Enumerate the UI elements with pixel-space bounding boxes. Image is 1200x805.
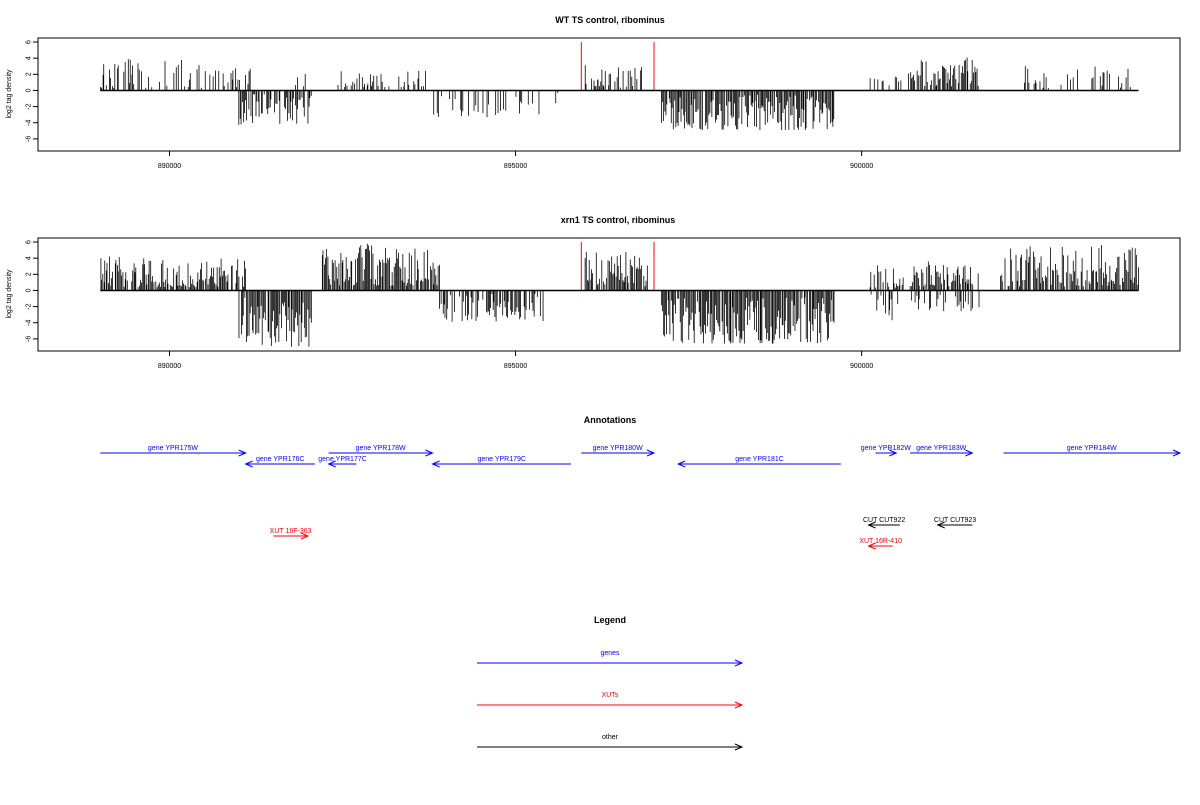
wt-signal-bars xyxy=(100,42,1139,130)
wt-x-tick-label: 895000 xyxy=(504,163,527,170)
annotation-features: gene YPR175W gene YPR176C gene YPR177C gene… xyxy=(100,445,1182,550)
annotation-arrow-head xyxy=(1172,449,1182,457)
annotation-arrow-head xyxy=(238,449,247,457)
annotation-label: CUT CUT923 xyxy=(934,517,976,524)
xrn1-y-tick-label: 4 xyxy=(26,256,33,260)
wt-plot-frame xyxy=(37,37,1181,152)
annotation-feature: gene YPR183W xyxy=(910,445,974,457)
annotation-arrow-head xyxy=(646,449,656,457)
annotation-label: CUT CUT922 xyxy=(863,517,905,524)
annotation-label: gene YPR180W xyxy=(593,445,643,452)
annotation-label: gene YPR182W xyxy=(861,445,911,452)
xrn1-y-tick-label: -2 xyxy=(26,303,33,309)
wt-track-title: WT TS control, ribominus xyxy=(555,15,665,25)
annotation-label: gene YPR175W xyxy=(148,445,198,452)
legend-arrow-head xyxy=(734,743,744,751)
annotation-feature: gene YPR182W xyxy=(861,445,911,457)
annotations-title: Annotations xyxy=(584,415,637,425)
legend-item: genes xyxy=(477,650,744,667)
legend-item: other xyxy=(477,734,744,751)
xrn1-y-tick-label: 6 xyxy=(26,240,33,244)
annotation-feature: gene YPR180W xyxy=(581,445,656,457)
xrn1-x-tick-label: 900000 xyxy=(850,363,873,370)
legend-label: genes xyxy=(600,650,620,657)
annotation-feature: gene YPR176C xyxy=(244,456,315,468)
annotation-label: XUT 16R-410 xyxy=(859,538,902,545)
annotation-arrow-head xyxy=(676,460,686,468)
annotation-feature: CUT CUT923 xyxy=(934,517,976,529)
annotation-feature: gene YPR178W xyxy=(328,445,434,457)
xrn1-plot-frame xyxy=(37,237,1181,352)
wt-y-tick-label: 6 xyxy=(26,40,33,44)
annotation-feature: gene YPR179C xyxy=(431,456,571,468)
annotation-feature: gene YPR177C xyxy=(318,456,367,468)
xrn1-y-tick-label: -4 xyxy=(26,320,33,326)
wt-y-tick-label: -6 xyxy=(26,136,33,142)
xrn1-x-tick-label: 895000 xyxy=(504,363,527,370)
annotation-feature: gene YPR184W xyxy=(1003,445,1182,457)
annotation-arrow-head xyxy=(431,460,440,468)
annotation-label: gene YPR179C xyxy=(477,456,526,463)
wt-track-ylabel: log2 tag density xyxy=(6,69,13,119)
annotation-arrow-head xyxy=(425,449,434,457)
legend-items: genes XUTs other xyxy=(477,650,744,751)
legend-panel: Legend genes XUTs other xyxy=(477,615,744,751)
annotation-label: gene YPR177C xyxy=(318,456,367,463)
annotation-feature: gene YPR175W xyxy=(100,445,247,457)
wt-y-tick-label: -2 xyxy=(26,103,33,109)
xrn1-track-panel: xrn1 TS control, ribominus log2 tag dens… xyxy=(6,215,1181,370)
annotation-feature: gene YPR181C xyxy=(676,456,841,468)
legend-label: XUTs xyxy=(602,692,619,699)
legend-arrow-head xyxy=(734,701,744,709)
annotation-arrow-head xyxy=(936,521,945,529)
wt-x-tick-label: 900000 xyxy=(850,163,873,170)
annotation-label: gene YPR184W xyxy=(1067,445,1117,452)
annotation-arrow-head xyxy=(867,521,876,529)
legend-arrow-head xyxy=(734,659,744,667)
annotation-feature: XUT 16R-410 xyxy=(859,538,902,550)
annotation-arrow-head xyxy=(244,460,253,468)
xrn1-x-tick-label: 890000 xyxy=(158,363,181,370)
xrn1-y-tick-label: 0 xyxy=(26,288,33,292)
xrn1-track-ylabel: log2 tag density xyxy=(6,269,13,319)
legend-label: other xyxy=(602,734,619,741)
legend-title: Legend xyxy=(594,615,626,625)
legend-item: XUTs xyxy=(477,692,744,709)
xrn1-y-tick-label: -6 xyxy=(26,336,33,342)
wt-y-tick-label: 0 xyxy=(26,88,33,92)
annotation-label: gene YPR178W xyxy=(356,445,406,452)
wt-track-panel: WT TS control, ribominus log2 tag densit… xyxy=(6,15,1181,170)
wt-y-tick-label: 4 xyxy=(26,56,33,60)
annotation-label: gene YPR183W xyxy=(916,445,966,452)
annotation-label: gene YPR181C xyxy=(735,456,784,463)
xrn1-signal-bars xyxy=(100,242,1140,347)
annotation-arrow-head xyxy=(889,449,898,457)
xrn1-y-tick-label: 2 xyxy=(26,272,33,276)
annotation-arrow-head xyxy=(300,532,310,540)
annotation-arrow-head xyxy=(965,449,974,457)
annotation-feature: XUT 16F-363 xyxy=(270,528,312,540)
annotation-arrow-head xyxy=(327,460,336,468)
annotation-arrow-head xyxy=(867,542,876,550)
wt-x-tick-label: 890000 xyxy=(158,163,181,170)
wt-y-tick-label: 2 xyxy=(26,72,33,76)
annotation-feature: CUT CUT922 xyxy=(863,517,905,529)
annotation-label: XUT 16F-363 xyxy=(270,528,312,535)
xrn1-track-title: xrn1 TS control, ribominus xyxy=(561,215,676,225)
wt-y-tick-label: -4 xyxy=(26,120,33,126)
annotation-label: gene YPR176C xyxy=(256,456,305,463)
xrn1-axis-group: -6 -4 -2 0 2 4 6 890000 895000 900000 xyxy=(26,237,1181,370)
wt-axis-group: -6 -4 -2 0 2 4 6 890000 895000 900000 xyxy=(26,37,1181,170)
